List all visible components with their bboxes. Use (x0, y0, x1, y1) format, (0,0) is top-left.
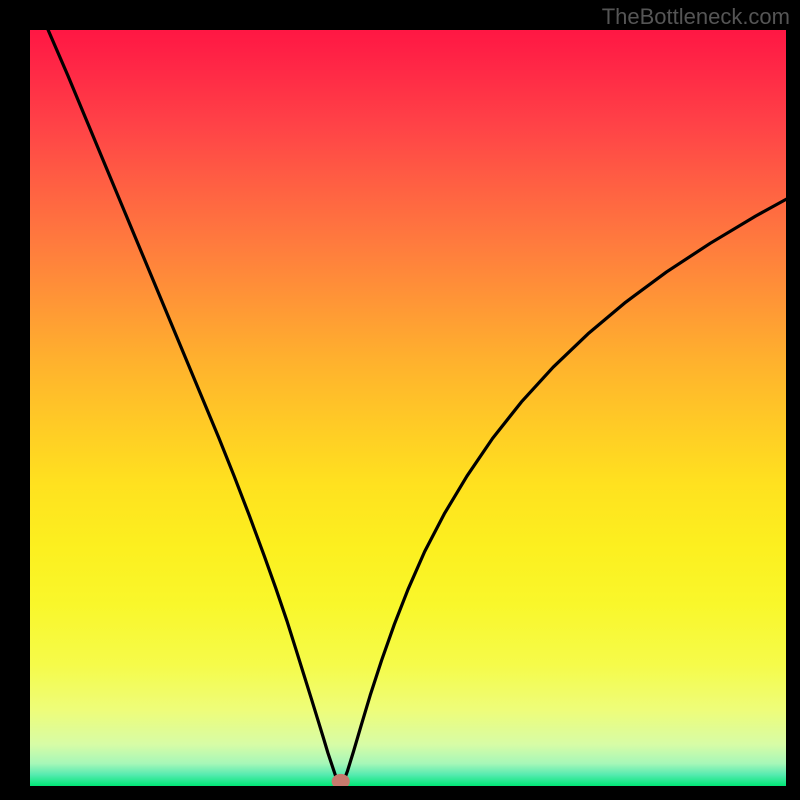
gradient-background (30, 30, 786, 786)
bottleneck-chart (30, 30, 786, 786)
chart-frame: TheBottleneck.com (0, 0, 800, 800)
watermark-label: TheBottleneck.com (602, 4, 790, 30)
